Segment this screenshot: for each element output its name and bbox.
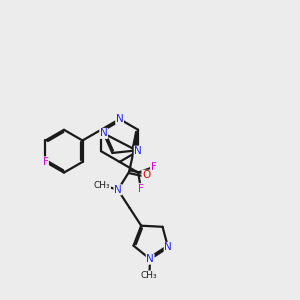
Text: N: N <box>116 114 124 124</box>
Text: N: N <box>134 146 142 156</box>
Text: F: F <box>43 157 48 167</box>
Text: CH₃: CH₃ <box>94 181 111 190</box>
Text: F: F <box>151 162 156 172</box>
Text: F: F <box>138 184 144 194</box>
Text: N: N <box>146 254 154 264</box>
Text: CH₃: CH₃ <box>141 271 158 280</box>
Text: N: N <box>164 242 172 253</box>
Text: N: N <box>114 185 122 195</box>
Text: N: N <box>100 128 107 138</box>
Text: O: O <box>142 170 150 180</box>
